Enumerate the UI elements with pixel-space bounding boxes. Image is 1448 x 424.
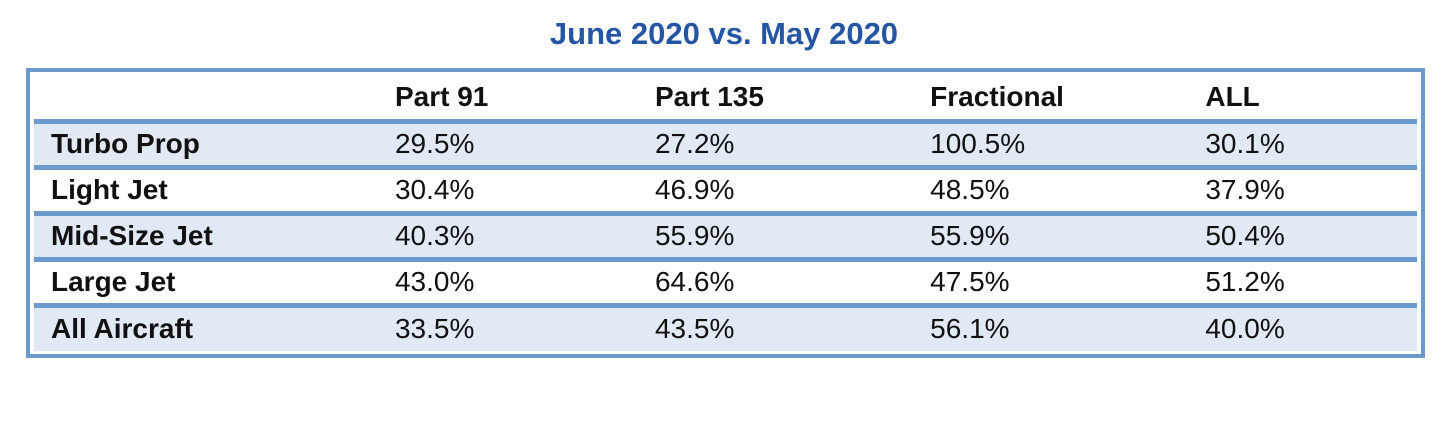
col-header-part135: Part 135	[654, 75, 931, 121]
page-title: June 2020 vs. May 2020	[549, 16, 899, 51]
value-cell: 27.2%	[654, 121, 931, 167]
row-label: Large Jet	[34, 259, 395, 305]
corner-cell	[34, 75, 395, 121]
col-header-fractional: Fractional	[930, 75, 1206, 121]
table-row-turbo-prop: Turbo Prop 29.5% 27.2% 100.5% 30.1%	[34, 121, 1417, 167]
value-cell: 30.1%	[1205, 121, 1417, 167]
value-cell: 43.5%	[654, 305, 931, 351]
row-label: Mid-Size Jet	[34, 213, 395, 259]
value-cell: 55.9%	[930, 213, 1206, 259]
value-cell: 40.0%	[1205, 305, 1417, 351]
col-header-all: ALL	[1205, 75, 1417, 121]
value-cell: 43.0%	[394, 259, 655, 305]
value-cell: 51.2%	[1205, 259, 1417, 305]
row-label: Turbo Prop	[34, 121, 395, 167]
value-cell: 29.5%	[394, 121, 655, 167]
value-cell: 40.3%	[394, 213, 655, 259]
value-cell: 33.5%	[394, 305, 655, 351]
value-cell: 30.4%	[394, 167, 655, 213]
value-cell: 56.1%	[930, 305, 1206, 351]
table-row-light-jet: Light Jet 30.4% 46.9% 48.5% 37.9%	[34, 167, 1417, 213]
row-label: Light Jet	[34, 167, 395, 213]
table-row-mid-size-jet: Mid-Size Jet 40.3% 55.9% 55.9% 50.4%	[34, 213, 1417, 259]
value-cell: 46.9%	[654, 167, 931, 213]
value-cell: 55.9%	[654, 213, 931, 259]
value-cell: 100.5%	[930, 121, 1206, 167]
row-label: All Aircraft	[34, 305, 395, 351]
table-row-large-jet: Large Jet 43.0% 64.6% 47.5% 51.2%	[34, 259, 1417, 305]
header-row: Part 91 Part 135 Fractional ALL	[34, 75, 1417, 121]
table-row-all-aircraft: All Aircraft 33.5% 43.5% 56.1% 40.0%	[34, 305, 1417, 351]
value-cell: 37.9%	[1205, 167, 1417, 213]
col-header-part91: Part 91	[394, 75, 655, 121]
value-cell: 50.4%	[1205, 213, 1417, 259]
value-cell: 47.5%	[930, 259, 1206, 305]
table-frame: Part 91 Part 135 Fractional ALL Turbo Pr…	[26, 68, 1425, 358]
value-cell: 48.5%	[930, 167, 1206, 213]
comparison-table: Part 91 Part 135 Fractional ALL Turbo Pr…	[34, 75, 1417, 351]
value-cell: 64.6%	[654, 259, 931, 305]
